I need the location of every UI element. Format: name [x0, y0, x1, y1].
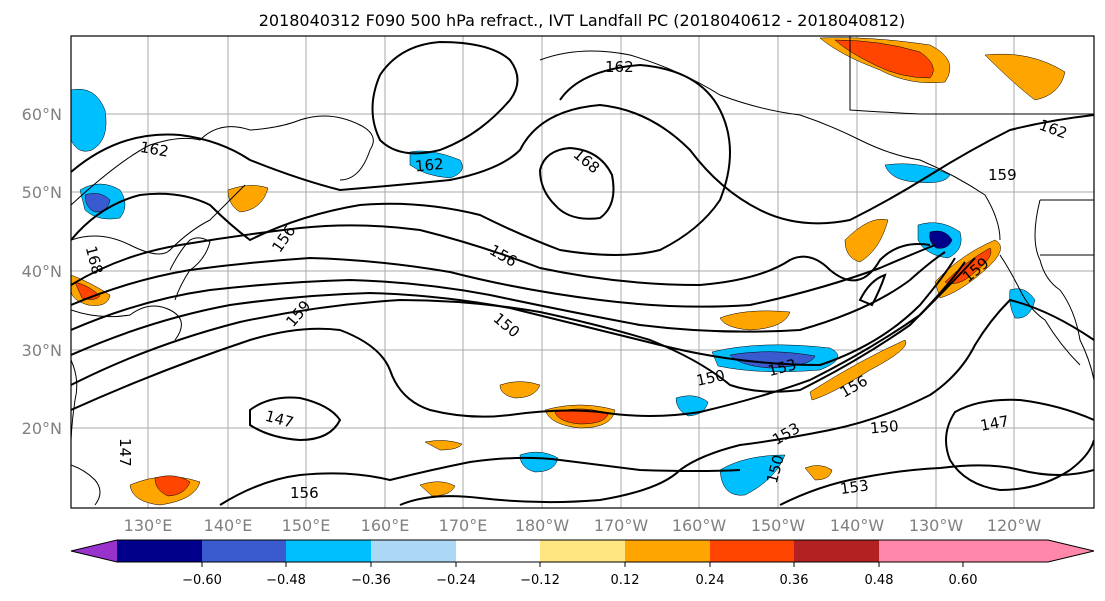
positive-anomaly-southwest-core — [154, 475, 191, 497]
colorbar-segment — [117, 540, 202, 562]
contour-label: 162 — [139, 138, 170, 161]
contour-label: 162 — [414, 155, 444, 175]
positive-anomaly-alaska-core — [834, 39, 934, 79]
colorbar: −0.60 −0.48 −0.36 −0.24 −0.12 0.12 0.24 … — [70, 539, 1095, 588]
colorbar-tick-label: −0.48 — [266, 573, 306, 588]
colorbar-tick-label: 0.60 — [949, 573, 978, 588]
latitude-labels: 60°N 50°N 40°N 30°N 20°N — [22, 105, 62, 438]
height-contours — [71, 40, 1094, 506]
colorbar-tick-label: −0.12 — [520, 573, 560, 588]
colorbar-tick-label: 0.36 — [780, 573, 809, 588]
positive-anomaly-west — [499, 381, 541, 399]
colorbar-segment — [625, 540, 710, 562]
contour-label: 147 — [979, 412, 1010, 435]
longitude-labels: 130°E 140°E 150°E 160°E 170°E 180°W 170°… — [124, 516, 1042, 535]
lon-label: 130°W — [909, 516, 964, 535]
positive-anomaly-river-band — [809, 339, 907, 401]
positive-anomaly-canada — [984, 53, 1066, 101]
contour-label: 147 — [116, 438, 134, 467]
colorbar-tick-label: −0.24 — [436, 573, 476, 588]
colorbar-segment — [286, 540, 371, 562]
lon-label: 140°W — [830, 516, 885, 535]
colorbar-max-extend — [963, 540, 1094, 562]
colorbar-segment — [710, 540, 794, 562]
colorbar-segment — [879, 540, 963, 562]
positive-anomaly-hawaii-east — [804, 465, 833, 481]
lon-label: 150°E — [282, 516, 331, 535]
lon-label: 170°W — [594, 516, 649, 535]
coastlines — [71, 36, 1094, 506]
colorbar-segment — [202, 540, 286, 562]
lon-label: 160°E — [361, 516, 410, 535]
lon-label: 150°W — [751, 516, 806, 535]
contour-label: 162 — [605, 58, 634, 76]
colorbar-segment — [371, 540, 456, 562]
negative-anomaly-south — [719, 454, 786, 496]
colorbar-tick-label: −0.60 — [182, 573, 222, 588]
positive-anomaly-eastpacific — [719, 310, 791, 331]
lat-label: 20°N — [22, 419, 62, 438]
map-frame — [70, 35, 1095, 509]
colorbar-tick-label: 0.12 — [611, 573, 640, 588]
lon-label: 130°E — [124, 516, 173, 535]
colorbar-segment — [540, 540, 625, 562]
colorbar-segment — [794, 540, 879, 562]
contour-label: 156 — [290, 484, 319, 502]
negative-anomaly-gulf-alaska — [884, 163, 951, 183]
graticule — [71, 36, 1094, 508]
figure-title: 2018040312 F090 500 hPa refract., IVT La… — [259, 11, 906, 30]
colorbar-segment — [456, 540, 540, 562]
map-panel: 162 162 168 159 162 168 156 159 156 150 … — [71, 36, 1094, 508]
contour-label: 153 — [839, 476, 870, 498]
negative-anomaly-kamchatka — [71, 88, 107, 152]
contour-label: 159 — [988, 166, 1017, 184]
contour-label: 150 — [869, 417, 899, 437]
lat-label: 60°N — [22, 105, 62, 124]
contour-label: 150 — [695, 366, 727, 390]
lon-label: 160°W — [672, 516, 727, 535]
colorbar-tick-label: −0.36 — [351, 573, 391, 588]
lon-label: 180°W — [515, 516, 570, 535]
lat-label: 50°N — [22, 183, 62, 202]
negative-anomaly-northwest-core — [929, 230, 953, 249]
positive-anomaly-subtropical-core — [554, 408, 609, 425]
colorbar-tick-label: 0.48 — [865, 573, 894, 588]
lon-label: 140°E — [204, 516, 253, 535]
positive-anomaly-dateline — [424, 440, 463, 451]
colorbar-tick-label: 0.24 — [696, 573, 725, 588]
lat-label: 40°N — [22, 262, 62, 281]
colorbar-outline — [70, 539, 1095, 563]
lon-label: 120°W — [987, 516, 1042, 535]
colorbar-ticks — [201, 562, 964, 567]
positive-anomaly-northeast-pacific — [844, 218, 889, 263]
lon-label: 170°E — [439, 516, 488, 535]
lat-label: 30°N — [22, 341, 62, 360]
colorbar-min-extend — [71, 540, 117, 562]
